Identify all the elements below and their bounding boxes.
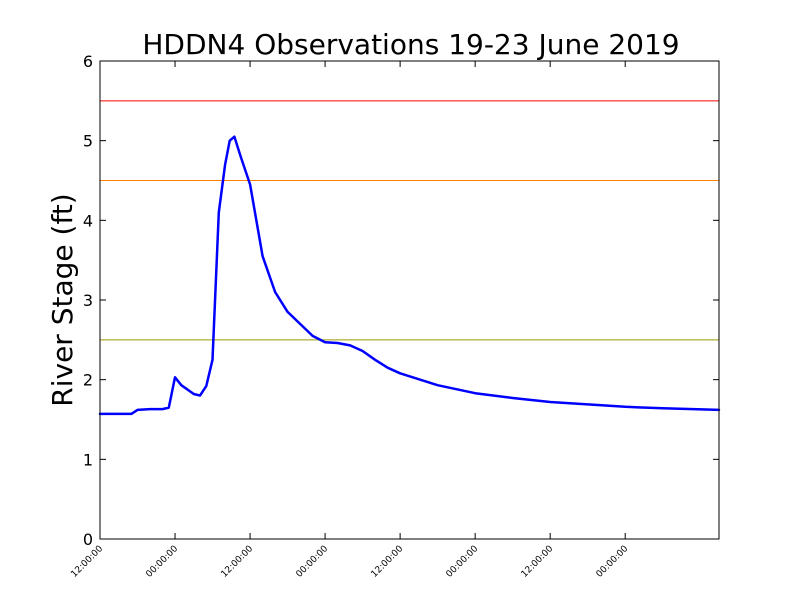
- plot-area-frame: [99, 60, 720, 540]
- y-tick-label: 4: [83, 211, 93, 230]
- threshold-lines: [100, 100, 719, 341]
- x-tick-label: 12:00:00: [69, 544, 105, 580]
- x-tick-label: 12:00:00: [370, 544, 406, 580]
- x-tick-label: 00:00:00: [445, 544, 481, 580]
- chart-title: HDDN4 Observations 19-23 June 2019: [142, 28, 679, 61]
- x-tick-label: 12:00:00: [520, 544, 556, 580]
- y-axis-label: River Stage (ft): [46, 193, 79, 406]
- x-axis-ticks: 12:00:00 00:00:00 12:00:00 00:00:00 12:00:00…: [69, 61, 631, 580]
- y-tick-label: 5: [83, 132, 93, 151]
- x-tick-label: 00:00:00: [595, 544, 631, 580]
- series-line-0: [98, 135, 721, 416]
- y-tick-label: 3: [83, 291, 93, 310]
- series-group: [98, 135, 721, 416]
- x-tick-label: 00:00:00: [144, 544, 180, 580]
- x-tick-label: 00:00:00: [295, 544, 331, 580]
- x-tick-label: 12:00:00: [220, 544, 256, 580]
- y-tick-label: 1: [83, 450, 93, 469]
- y-tick-label: 2: [83, 371, 93, 390]
- y-tick-label: 6: [83, 52, 93, 71]
- y-axis-ticks: 0 1 2 3 4 5 6: [83, 52, 719, 549]
- y-tick-label: 0: [83, 530, 93, 549]
